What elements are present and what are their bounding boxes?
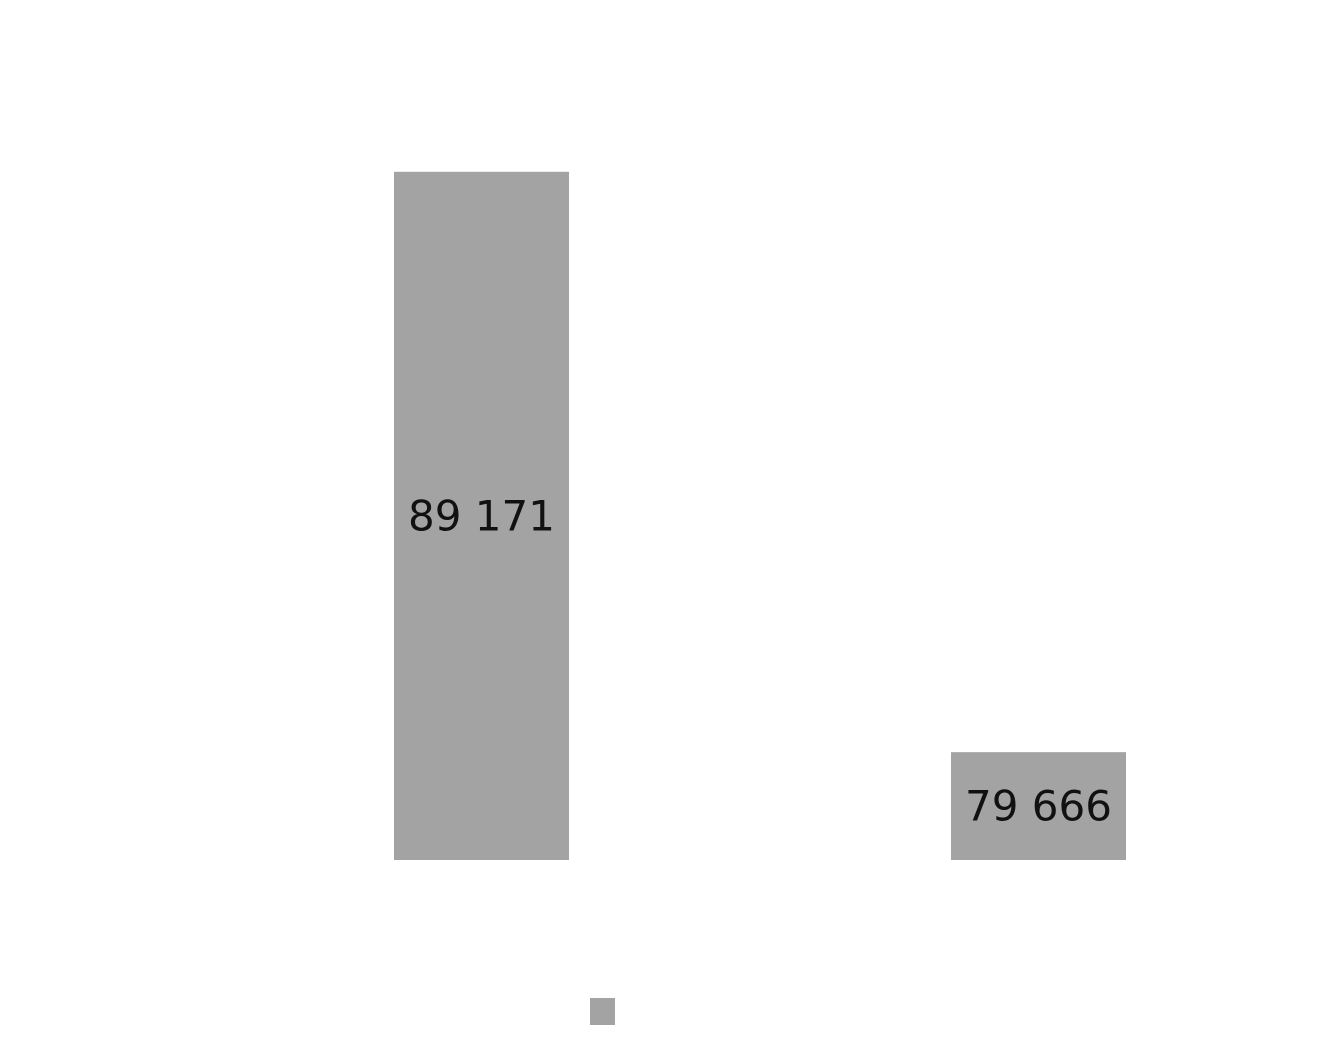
bar-2 <box>951 752 1126 860</box>
data-label-1: 89 171 <box>408 491 555 540</box>
legend <box>590 998 615 1025</box>
plot-area: 89 171 79 666 <box>394 171 1126 861</box>
legend-swatch-1 <box>590 998 615 1025</box>
data-label-2: 79 666 <box>965 782 1112 831</box>
bar-1 <box>394 171 569 861</box>
